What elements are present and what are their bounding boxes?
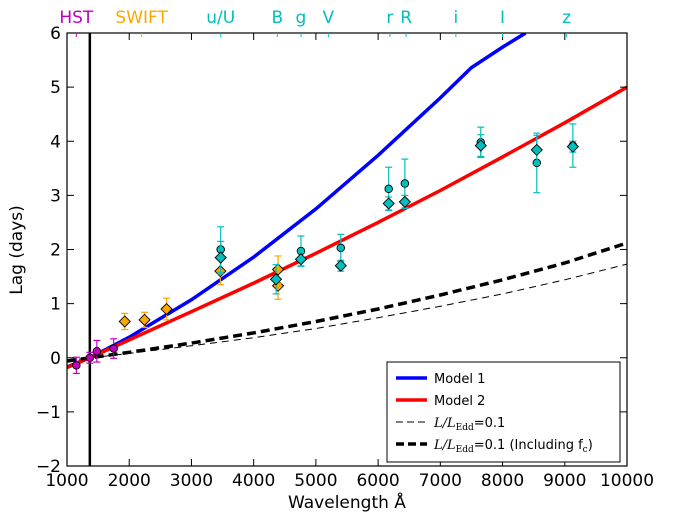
data-point-diamond	[566, 140, 580, 153]
x-tick-label: 10000	[600, 471, 654, 491]
data-point-diamond	[118, 315, 131, 328]
band-label-i: i	[454, 8, 459, 28]
band-label-r: R	[400, 8, 412, 28]
x-tick-label: 9000	[543, 471, 586, 491]
y-tick-label: 6	[50, 24, 61, 44]
y-tick-label: 0	[50, 349, 61, 369]
x-tick-label: 4000	[232, 471, 275, 491]
data-point-diamond	[269, 273, 283, 286]
legend-label: L/LEdd=0.1	[433, 416, 505, 433]
y-axis-title: Lag (days)	[7, 205, 27, 294]
y-tick-label: 3	[50, 186, 61, 206]
legend-label: Model 1	[434, 372, 485, 387]
x-tick-label: 2000	[108, 471, 151, 491]
axis-ticks: 1000 2000 3000 4000 5000 6000 7000 8000 9000 1000…	[36, 24, 654, 491]
band-label-u-u: u/U	[206, 8, 235, 28]
band-label-swift: SWIFT	[115, 8, 168, 28]
data-point-diamond	[214, 251, 227, 264]
band-label-v: V	[323, 8, 335, 28]
band-label-r: r	[386, 8, 393, 28]
y-tick-label: −2	[36, 457, 61, 477]
data-point-diamond	[398, 195, 412, 209]
data-point-diamond	[294, 253, 308, 266]
data-point-diamond	[382, 197, 395, 210]
data-point-diamond	[271, 263, 285, 276]
x-tick-label: 7000	[419, 471, 462, 491]
data-point-circle	[384, 184, 393, 194]
series-line-l-ledd-0-1	[67, 263, 627, 361]
x-tick-label: 6000	[356, 471, 399, 491]
data-point-circle	[400, 179, 410, 188]
data-point-circle	[109, 344, 118, 353]
x-tick-label: 3000	[170, 471, 213, 491]
data-point-diamond	[138, 313, 151, 326]
series-line-model-1	[67, 33, 527, 369]
model-lines	[67, 33, 627, 370]
legend-label: L/LEdd=0.1 (Including fc)	[433, 438, 593, 455]
data-point-diamond	[530, 143, 543, 157]
data-points	[72, 123, 580, 375]
y-tick-label: −1	[36, 403, 61, 423]
legend: Model 1 Model 2 L/LEdd=0.1 L/LEdd=0.1 (Incl…	[386, 361, 621, 463]
y-tick-label: 4	[50, 132, 61, 152]
band-label-i: I	[500, 8, 505, 28]
x-tick-label: 5000	[294, 471, 337, 491]
y-tick-label: 5	[50, 78, 61, 98]
y-tick-label: 1	[50, 295, 61, 315]
data-point-circle	[336, 243, 346, 253]
data-point-diamond	[474, 139, 487, 152]
legend-label: Model 2	[434, 394, 485, 409]
data-point-diamond	[334, 259, 347, 272]
data-point-diamond	[160, 302, 173, 316]
band-label-z: z	[562, 8, 571, 28]
series-line-l-ledd-0-1-including-fc-	[67, 241, 627, 363]
band-label-g: g	[296, 8, 307, 28]
x-tick-label: 8000	[481, 471, 524, 491]
band-label-b: B	[271, 8, 283, 28]
y-tick-label: 2	[50, 241, 61, 261]
data-point-circle	[85, 353, 95, 363]
data-point-circle	[92, 347, 102, 356]
x-tick-label: 1000	[45, 471, 88, 491]
data-point-circle	[72, 361, 81, 370]
x-axis-title: Wavelength Å	[288, 491, 406, 513]
band-label-hst: HST	[59, 8, 94, 28]
